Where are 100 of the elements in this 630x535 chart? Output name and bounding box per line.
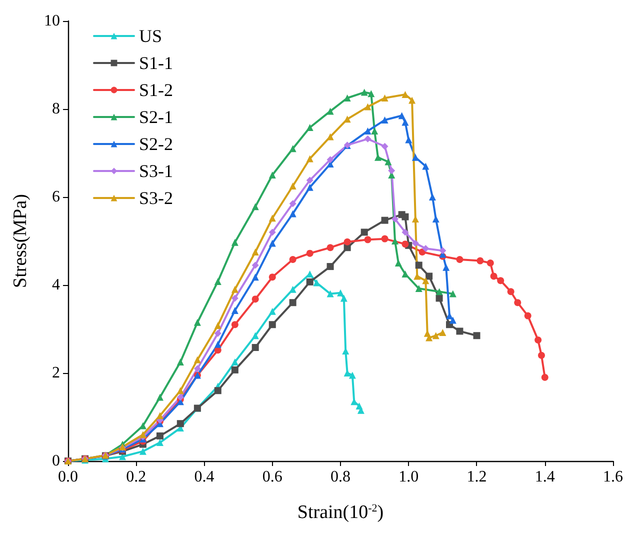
point	[436, 294, 443, 302]
point	[541, 374, 548, 381]
point	[306, 250, 314, 257]
point	[214, 387, 222, 394]
point	[449, 290, 456, 298]
point	[306, 124, 314, 131]
point	[388, 167, 396, 174]
point	[252, 203, 259, 210]
point	[381, 142, 388, 150]
point	[381, 235, 388, 242]
point	[381, 94, 388, 102]
point	[231, 286, 238, 293]
legend-label: S1-1	[139, 53, 174, 73]
point	[449, 316, 456, 324]
point	[252, 332, 259, 340]
y-tick-label: 8	[52, 100, 60, 118]
point	[402, 240, 409, 248]
legend-label: S3-1	[139, 161, 174, 181]
point	[326, 156, 334, 164]
point	[360, 88, 368, 96]
point	[176, 420, 184, 428]
point	[381, 116, 388, 124]
point	[313, 279, 320, 286]
point	[326, 133, 334, 140]
point	[490, 272, 498, 280]
point	[231, 358, 238, 366]
point	[344, 238, 351, 246]
point	[344, 116, 351, 123]
point	[405, 136, 412, 144]
x-tick-label: 0.8	[330, 468, 350, 486]
point	[268, 228, 276, 236]
point	[231, 321, 238, 328]
point	[422, 277, 430, 284]
point	[507, 288, 514, 296]
x-tick-label: 1.6	[603, 468, 623, 486]
point	[422, 162, 430, 170]
point	[360, 228, 368, 236]
point	[439, 247, 446, 254]
y-axis-title: Stress(MPa)	[10, 194, 31, 288]
point	[408, 96, 416, 104]
y-tick-label: 0	[52, 452, 60, 470]
legend-label: S3-2	[139, 188, 174, 208]
x-tick-label: 0.4	[194, 468, 214, 486]
point	[534, 336, 542, 344]
point	[350, 398, 358, 406]
point	[306, 184, 314, 191]
point	[289, 145, 296, 152]
point	[252, 274, 259, 281]
point	[306, 278, 314, 286]
legend-label: S2-1	[139, 107, 174, 127]
point	[194, 318, 201, 326]
point	[381, 216, 388, 224]
point	[289, 210, 296, 218]
point	[176, 387, 184, 394]
point	[252, 344, 259, 351]
point	[289, 286, 296, 293]
point	[344, 94, 351, 102]
point	[326, 244, 334, 252]
point	[348, 372, 356, 379]
point	[514, 299, 522, 306]
point	[268, 172, 276, 178]
point	[156, 439, 164, 446]
point	[156, 394, 164, 401]
point	[398, 112, 406, 120]
x-tick-label: 1.2	[466, 468, 487, 486]
legend-label: S1-2	[139, 80, 174, 100]
legend-label: US	[139, 26, 162, 46]
point	[476, 257, 484, 264]
point	[194, 356, 201, 364]
point	[176, 358, 184, 366]
point	[268, 274, 276, 281]
point	[439, 329, 446, 336]
point	[289, 200, 296, 208]
x-tick-label: 1.0	[398, 468, 419, 486]
point	[412, 240, 419, 247]
point	[231, 294, 238, 302]
point	[214, 340, 222, 348]
point	[415, 285, 422, 292]
point	[364, 128, 372, 134]
point	[392, 238, 398, 244]
point	[446, 312, 453, 320]
point	[422, 244, 430, 252]
point	[337, 289, 344, 296]
point	[326, 263, 334, 270]
point	[364, 135, 372, 142]
point	[486, 260, 494, 266]
point	[289, 182, 296, 190]
point	[268, 240, 276, 247]
point	[412, 154, 419, 161]
point	[252, 248, 259, 256]
point	[214, 322, 222, 329]
point	[497, 277, 504, 284]
point	[268, 308, 276, 315]
point	[268, 321, 276, 328]
y-tick-label: 2	[52, 364, 60, 382]
point	[415, 262, 422, 269]
point	[473, 332, 480, 340]
x-tick-label: 0.2	[126, 468, 146, 486]
legend-label: S2-2	[139, 134, 174, 154]
point	[432, 332, 440, 340]
